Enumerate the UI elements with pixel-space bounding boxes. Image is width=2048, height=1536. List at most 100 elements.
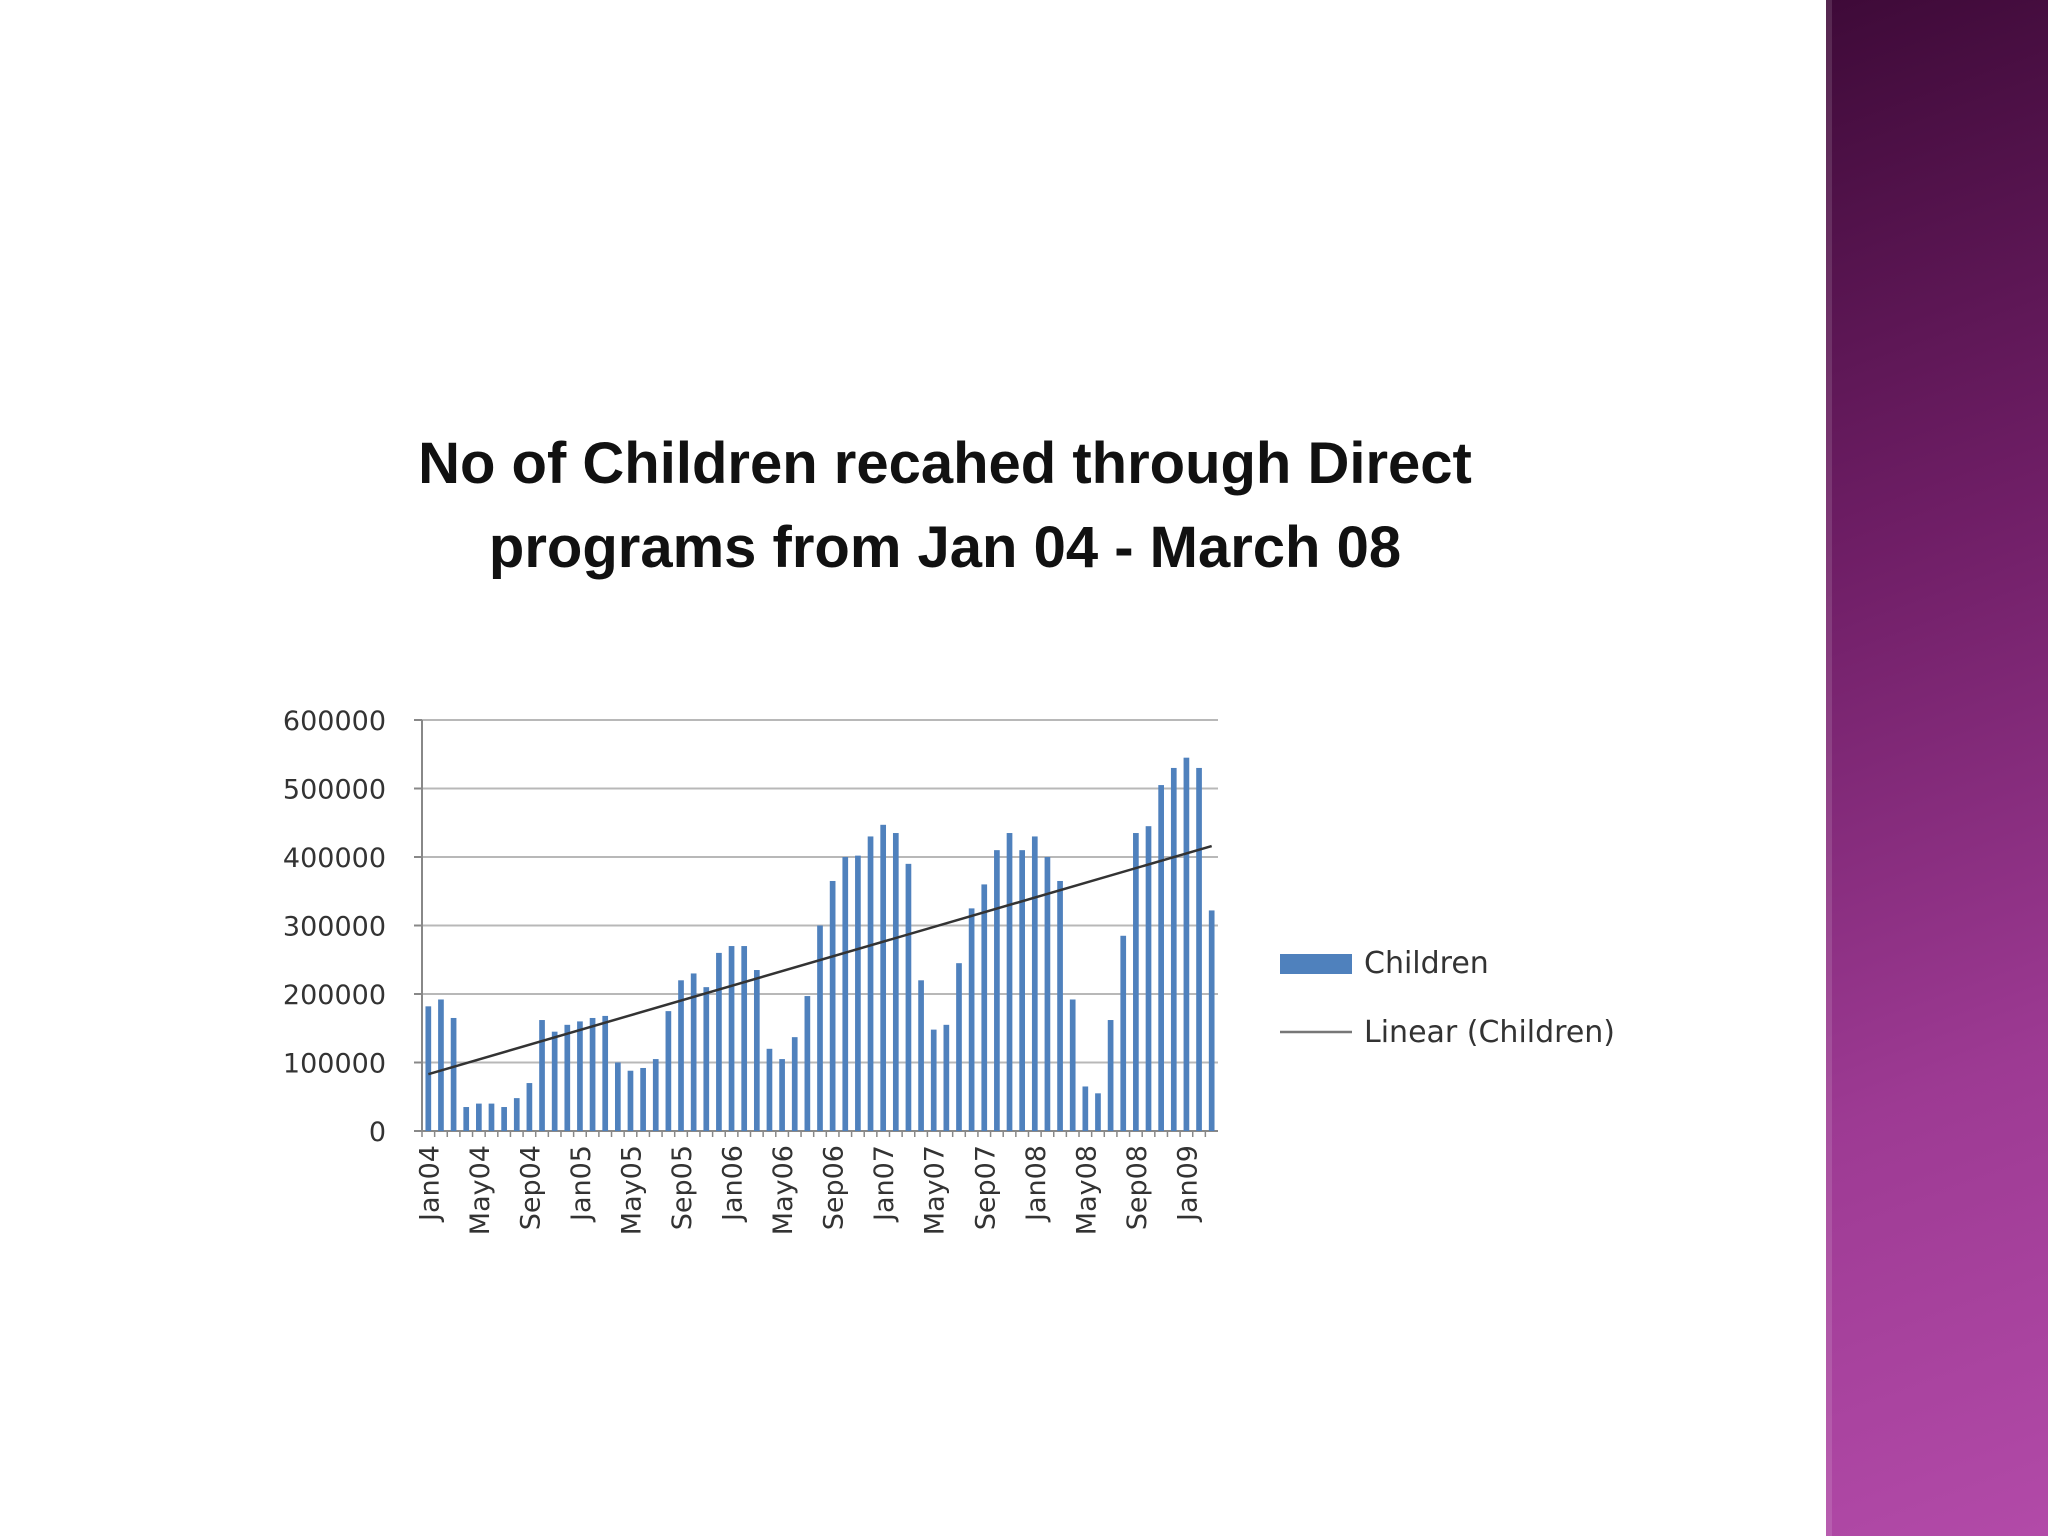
bar: [1170, 767, 1177, 1131]
bar: [1082, 1086, 1089, 1131]
bar: [1183, 757, 1190, 1131]
trendline-layer: [427, 844, 1213, 1076]
x-tick-label: Jan08: [1021, 1145, 1052, 1223]
x-tick-label: May08: [1071, 1145, 1102, 1235]
bar: [1069, 999, 1076, 1131]
bar: [1120, 935, 1127, 1131]
x-tick-label: Sep05: [667, 1145, 698, 1230]
bar: [1158, 785, 1164, 1131]
x-tick-label: Sep08: [1122, 1145, 1153, 1230]
bar: [501, 1107, 507, 1131]
bar: [476, 1103, 482, 1131]
bar: [526, 1083, 533, 1131]
bar: [892, 833, 899, 1131]
bar: [438, 999, 444, 1131]
y-tick-label: 400000: [283, 843, 386, 874]
bar: [930, 1029, 937, 1131]
bar: [690, 973, 697, 1131]
x-tick-label: Sep06: [819, 1145, 850, 1230]
y-tick-label: 300000: [283, 912, 386, 943]
bar: [867, 836, 874, 1131]
bar: [703, 987, 710, 1131]
y-tick-label: 0: [369, 1117, 386, 1148]
bars: [425, 757, 1215, 1131]
bar: [652, 1059, 659, 1131]
legend-label-children: Children: [1364, 946, 1489, 981]
chart-title: No of Children recahed through Direct pr…: [418, 431, 1472, 580]
bar: [753, 970, 760, 1131]
side-band-edge: [1826, 0, 1832, 1536]
bar: [918, 980, 924, 1131]
decorative-side-band: [1826, 0, 2048, 1536]
bar: [665, 1011, 672, 1131]
x-tick-label: Sep07: [970, 1145, 1001, 1230]
bar: [539, 1020, 545, 1131]
bar: [1208, 910, 1215, 1131]
bar: [968, 908, 975, 1131]
y-tick-label: 200000: [283, 980, 386, 1011]
bar: [994, 850, 1000, 1131]
bar: [1044, 857, 1051, 1131]
bar: [627, 1070, 634, 1131]
bar: [577, 1021, 583, 1131]
bar: [817, 925, 823, 1131]
x-tick-label: Jan07: [869, 1145, 900, 1223]
y-tick-label: 500000: [283, 775, 386, 806]
x-tick-label: Jan04: [414, 1145, 445, 1223]
bar: [1057, 880, 1063, 1131]
bar: [425, 1006, 432, 1131]
bar: [943, 1024, 950, 1131]
x-tick-label: Jan09: [1172, 1145, 1203, 1223]
bar: [513, 1098, 520, 1131]
bar: [564, 1024, 571, 1131]
bar: [842, 857, 849, 1131]
bar: [1107, 1020, 1114, 1131]
y-tick-labels: 0 100000 200000 300000 400000 500000 600000: [283, 706, 386, 1148]
bar: [450, 1017, 457, 1131]
bar: [1095, 1093, 1101, 1131]
x-tick-labels: Jan04 May04 Sep04 Jan05 May05 Sep05 Jan06 May06…: [414, 1145, 1203, 1235]
x-tick-label: May07: [920, 1145, 951, 1235]
x-tick-label: May05: [616, 1145, 647, 1235]
bar: [1006, 833, 1013, 1131]
bar: [766, 1048, 773, 1131]
bar: [589, 1017, 596, 1131]
bar: [905, 863, 912, 1131]
legend-label-linear: Linear (Children): [1364, 1015, 1615, 1050]
bar: [640, 1067, 646, 1131]
bar: [602, 1015, 609, 1131]
x-tick-label: May06: [768, 1145, 799, 1235]
bar: [1031, 836, 1038, 1131]
bar: [728, 946, 735, 1131]
bar: [551, 1031, 558, 1131]
bar: [779, 1059, 785, 1131]
legend-swatch-children: [1280, 954, 1352, 974]
x-tick-label: May04: [465, 1145, 496, 1235]
bar: [1019, 850, 1026, 1131]
bar: [791, 1037, 798, 1131]
x-tick-label: Jan06: [718, 1145, 749, 1223]
bar: [678, 980, 684, 1131]
trendline: [427, 844, 1213, 1076]
bar: [614, 1062, 621, 1131]
y-tick-label: 600000: [283, 706, 386, 737]
bar: [880, 824, 887, 1131]
bar: [1145, 826, 1152, 1131]
bar: [956, 963, 962, 1131]
x-tick-label: Jan05: [566, 1145, 597, 1223]
y-tick-label: 100000: [283, 1049, 386, 1080]
legend: Children Linear (Children): [1280, 946, 1615, 1050]
bar: [981, 884, 988, 1131]
bar: [855, 855, 861, 1131]
bar: [488, 1103, 495, 1131]
bar: [741, 946, 748, 1131]
axes: [414, 719, 1218, 1137]
bar: [829, 880, 836, 1131]
bar: [1133, 833, 1139, 1131]
bar: [716, 952, 722, 1131]
bar: [804, 996, 811, 1131]
bar: [463, 1107, 470, 1131]
bar: [1196, 767, 1202, 1131]
